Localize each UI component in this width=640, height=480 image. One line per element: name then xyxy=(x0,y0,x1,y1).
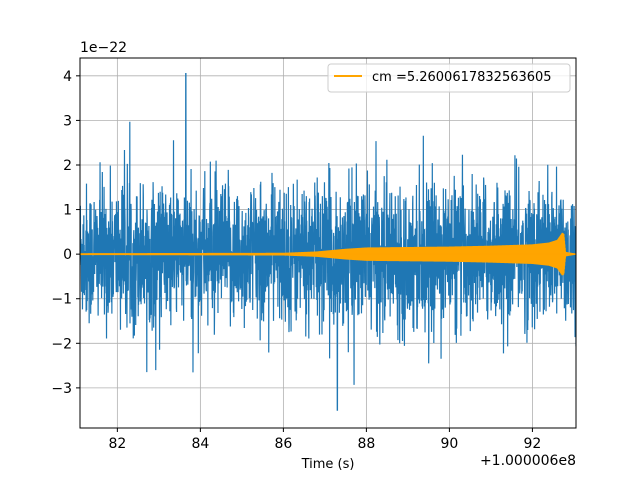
legend: cm =5.2600617832563605 xyxy=(327,63,571,93)
x-tick-label: 92 xyxy=(524,436,542,452)
y-scale-label: 1e−22 xyxy=(80,40,127,56)
x-tick-label: 90 xyxy=(440,436,458,452)
x-tick-label: 84 xyxy=(191,436,209,452)
x-offset-label: +1.000006e8 xyxy=(480,453,576,469)
series-template-line xyxy=(80,232,576,276)
y-tick-label: −1 xyxy=(51,292,72,308)
x-tick-label: 88 xyxy=(357,436,375,452)
legend-box xyxy=(327,63,571,93)
y-axis-ticks: −3 −2 −1 0 1 2 3 4 xyxy=(51,69,80,397)
y-tick-label: 0 xyxy=(63,247,72,263)
y-tick-label: 3 xyxy=(63,113,72,129)
x-tick-label: 82 xyxy=(108,436,126,452)
grid xyxy=(80,58,576,428)
y-tick-label: 4 xyxy=(63,69,72,85)
y-tick-label: −3 xyxy=(51,381,72,397)
y-tick-label: 1 xyxy=(63,203,72,219)
x-axis-ticks: 82 84 86 88 90 92 xyxy=(108,428,541,452)
legend-label: cm =5.2600617832563605 xyxy=(372,70,552,85)
x-axis-label: Time (s) xyxy=(301,457,355,472)
y-tick-label: 2 xyxy=(63,158,72,174)
y-tick-label: −2 xyxy=(51,336,72,352)
x-tick-label: 86 xyxy=(274,436,292,452)
plot-frame xyxy=(79,57,577,429)
